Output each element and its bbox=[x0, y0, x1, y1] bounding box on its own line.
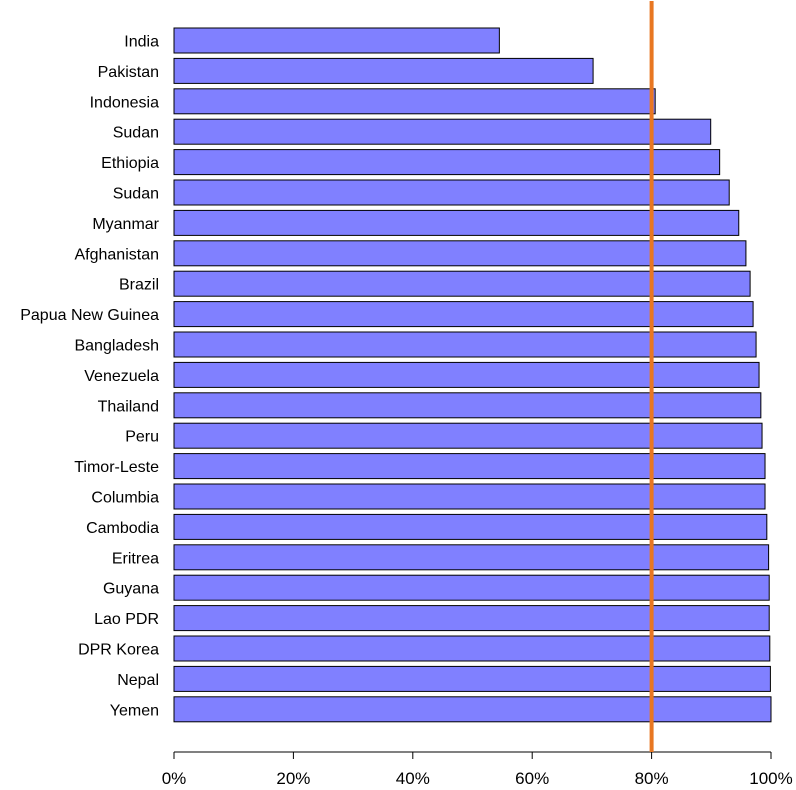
category-label-16: Cambodia bbox=[86, 520, 159, 537]
bar-8 bbox=[173, 270, 751, 297]
bar-14 bbox=[173, 453, 766, 480]
x-tick-label-2: 40% bbox=[396, 769, 430, 788]
category-label-9: Papua New Guinea bbox=[20, 307, 159, 324]
x-axis: 0% 20% 40% 60% 80% 100% bbox=[162, 751, 793, 788]
category-label-20: DPR Korea bbox=[78, 642, 159, 659]
x-tick-label-5: 100% bbox=[749, 769, 792, 788]
bar-18 bbox=[173, 574, 770, 601]
category-label-0: India bbox=[124, 34, 159, 51]
bar-5 bbox=[173, 179, 730, 206]
bar-0 bbox=[173, 27, 500, 54]
bar-2 bbox=[173, 88, 656, 115]
category-label-7: Afghanistan bbox=[74, 246, 159, 263]
category-label-12: Thailand bbox=[98, 398, 159, 415]
x-tick-label-1: 20% bbox=[276, 769, 310, 788]
bar-9 bbox=[173, 301, 754, 328]
x-tick-label-3: 60% bbox=[515, 769, 549, 788]
bar-17 bbox=[173, 544, 770, 571]
bar-21 bbox=[173, 665, 771, 692]
category-label-1: Pakistan bbox=[98, 64, 159, 81]
bar-20 bbox=[173, 635, 771, 662]
category-label-11: Venezuela bbox=[84, 368, 159, 385]
category-label-13: Peru bbox=[125, 429, 159, 446]
bar-4 bbox=[173, 149, 721, 176]
bar-7 bbox=[173, 240, 747, 267]
category-label-14: Timor-Leste bbox=[74, 459, 159, 476]
bar-15 bbox=[173, 483, 766, 510]
bar-13 bbox=[173, 422, 763, 449]
x-tick-label-0: 0% bbox=[162, 769, 187, 788]
category-label-19: Lao PDR bbox=[94, 611, 159, 628]
bar-22 bbox=[173, 696, 772, 723]
category-label-18: Guyana bbox=[103, 581, 159, 598]
x-tick-label-4: 80% bbox=[635, 769, 669, 788]
bar-16 bbox=[173, 513, 768, 540]
category-label-2: Indonesia bbox=[90, 94, 159, 111]
bar-6 bbox=[173, 209, 740, 236]
bar-10 bbox=[173, 331, 757, 358]
bar-11 bbox=[173, 361, 760, 388]
category-labels: India Pakistan Indonesia Sudan Ethiopia Sudan… bbox=[20, 34, 159, 720]
bar-1 bbox=[173, 57, 594, 84]
category-label-21: Nepal bbox=[117, 672, 159, 689]
category-label-17: Eritrea bbox=[112, 550, 159, 567]
bar-12 bbox=[173, 392, 762, 419]
category-label-5: Sudan bbox=[113, 186, 159, 203]
bar-3 bbox=[173, 118, 712, 145]
category-label-3: Sudan bbox=[113, 125, 159, 142]
category-label-6: Myanmar bbox=[92, 216, 159, 233]
category-label-4: Ethiopia bbox=[101, 155, 159, 172]
category-label-10: Bangladesh bbox=[74, 338, 159, 355]
category-label-8: Brazil bbox=[119, 277, 159, 294]
category-label-15: Columbia bbox=[91, 490, 159, 507]
bar-19 bbox=[173, 605, 770, 632]
bars-group bbox=[173, 27, 772, 723]
category-label-22: Yemen bbox=[110, 702, 159, 719]
